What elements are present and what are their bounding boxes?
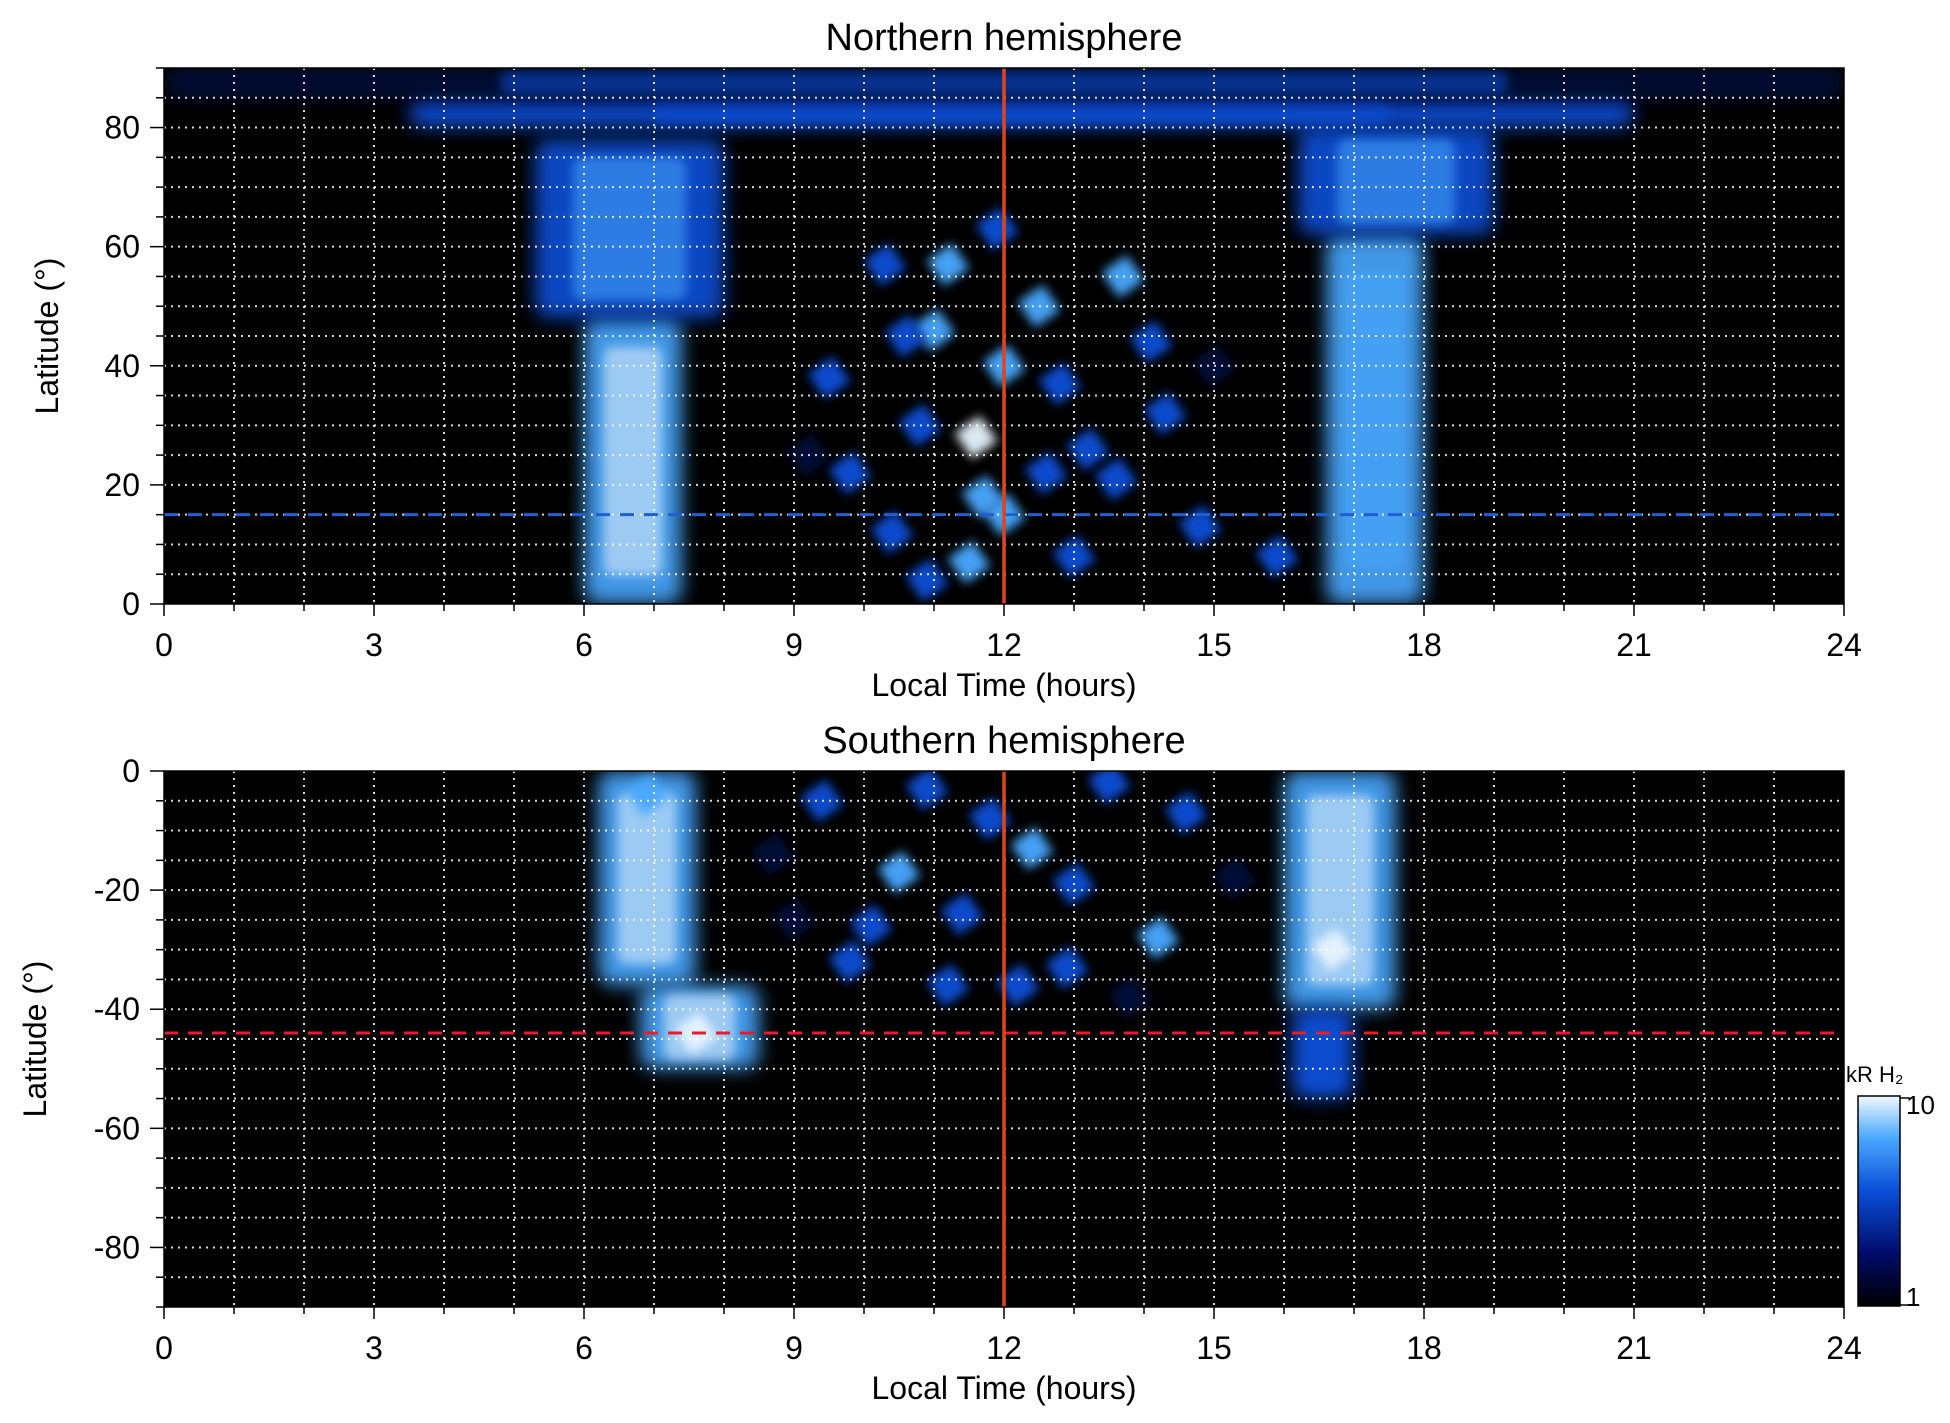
x-tick-label: 21	[1616, 1330, 1652, 1366]
y-tick-label: -20	[94, 872, 140, 908]
panel-title-northern: Northern hemisphere	[826, 17, 1183, 59]
emission-band-core	[1337, 138, 1455, 225]
emission-spot	[1045, 946, 1089, 990]
emission-spot	[1108, 975, 1152, 1019]
emission-band-core	[617, 792, 677, 964]
emission-spot	[1213, 856, 1257, 900]
emission-band-core	[603, 346, 663, 576]
emission-spot	[940, 892, 984, 936]
x-tick-label: 0	[155, 627, 173, 663]
x-tick-label: 9	[785, 627, 803, 663]
emission-spot	[807, 356, 851, 400]
x-axis-label-northern: Local Time (hours)	[872, 667, 1137, 703]
colorbar: kR H₂ 10 1	[1846, 1062, 1935, 1312]
emission-spot	[1087, 771, 1131, 805]
y-tick-label: 80	[104, 110, 140, 146]
emission-spot	[1255, 534, 1299, 578]
overlays-southern	[164, 771, 1844, 1307]
emission-band-core	[572, 157, 687, 301]
emission-spot	[898, 403, 942, 447]
emission-spot	[751, 832, 795, 876]
x-axis-label-southern: Local Time (hours)	[872, 1370, 1137, 1406]
emission-spot	[926, 963, 970, 1007]
emission-spot	[968, 797, 1012, 841]
x-tick-label: 21	[1616, 627, 1652, 663]
colorbar-label: kR H₂	[1846, 1062, 1903, 1087]
y-tick-label: -80	[94, 1229, 140, 1265]
x-tick-label: 6	[575, 627, 593, 663]
y-tick-label: 40	[104, 348, 140, 384]
panel-title-southern: Southern hemisphere	[822, 720, 1185, 762]
emission-spot	[828, 451, 872, 495]
emission-spot	[926, 243, 970, 287]
y-tick-label: 0	[122, 586, 140, 622]
x-tick-label: 3	[365, 627, 383, 663]
x-tick-label: 24	[1826, 1330, 1862, 1366]
emission-spot	[996, 963, 1040, 1007]
x-tick-label: 18	[1406, 1330, 1442, 1366]
x-tick-label: 3	[365, 1330, 383, 1366]
emission-spot	[975, 207, 1019, 251]
emission-spot	[625, 773, 669, 817]
emission-spot	[1136, 916, 1180, 960]
emission-spot	[1143, 391, 1187, 435]
emission-spot	[1052, 534, 1096, 578]
emission-spot	[849, 904, 893, 948]
emission-spot	[863, 243, 907, 287]
emission-band-core	[1303, 1018, 1342, 1090]
x-tick-label: 24	[1826, 627, 1862, 663]
colorbar-max-label: 10	[1906, 1090, 1935, 1120]
emission-spot	[1038, 362, 1082, 406]
emission-spot	[1164, 791, 1208, 835]
x-tick-label: 9	[785, 1330, 803, 1366]
x-tick-label: 6	[575, 1330, 593, 1366]
emission-spot	[1129, 320, 1173, 364]
emission-spot	[947, 540, 991, 584]
axis-ticks-northern: 0 3 6 9 12 15 18 21 24 0 20 40 60 80	[104, 67, 1862, 663]
axis-ticks-southern: 0 3 6 9 12 15 18 21 24 0 -20 -40 -60 -80	[94, 753, 1862, 1366]
emission-band-core	[1345, 271, 1405, 568]
emission-spot	[877, 850, 921, 894]
y-tick-label: -40	[94, 991, 140, 1027]
panel-northern: Northern hemisphere 0 3 6 9 12 15 18 21 24 0 20 40 6…	[29, 17, 1862, 703]
emission-spot	[1094, 457, 1138, 501]
emission-spot	[828, 940, 872, 984]
colorbar-min-label: 1	[1906, 1282, 1920, 1312]
emission-spot	[870, 511, 914, 555]
emission-spot	[954, 415, 998, 459]
panel-southern: Southern hemisphere 0 3 6 9 12 15 18 21 24 0 -20 -4…	[17, 720, 1862, 1406]
y-tick-label: 0	[122, 753, 140, 789]
emission-spot	[1178, 505, 1222, 549]
emission-spot	[905, 771, 949, 811]
emission-layer-northern	[164, 68, 1844, 604]
overlays-northern	[164, 68, 1844, 604]
emission-spot	[905, 558, 949, 602]
y-tick-label: 20	[104, 467, 140, 503]
emission-band-core	[654, 100, 1389, 125]
emission-spot	[1024, 451, 1068, 495]
colorbar-gradient	[1857, 1095, 1901, 1307]
x-tick-label: 12	[986, 1330, 1022, 1366]
y-tick-label: -60	[94, 1110, 140, 1146]
y-tick-label: 60	[104, 229, 140, 265]
y-axis-label-southern: Latitude (°)	[17, 961, 53, 1118]
x-tick-label: 12	[986, 627, 1022, 663]
y-axis-label-northern: Latitude (°)	[29, 258, 65, 415]
x-tick-label: 15	[1196, 627, 1232, 663]
x-tick-label: 18	[1406, 627, 1442, 663]
emission-spot	[1066, 427, 1110, 471]
emission-spot	[1010, 826, 1054, 870]
x-tick-label: 15	[1196, 1330, 1232, 1366]
x-tick-label: 0	[155, 1330, 173, 1366]
